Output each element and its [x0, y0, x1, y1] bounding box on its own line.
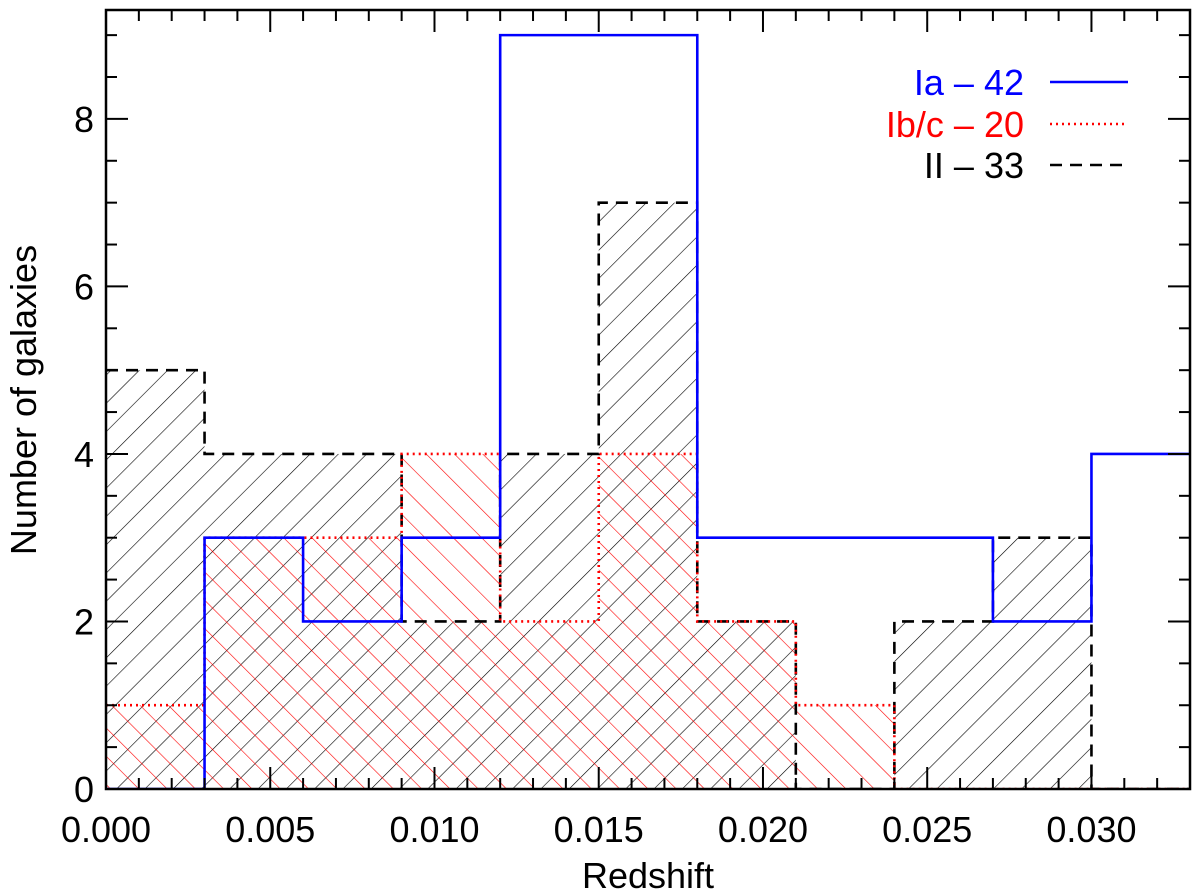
- legend-label-ii-33: II – 33: [924, 145, 1024, 186]
- y-tick-label-1: 2: [74, 601, 94, 642]
- x-tick-label-0: 0.000: [61, 809, 151, 850]
- histogram-steps: [106, 33, 1190, 789]
- hatch-bar-ib-c-20-5: [598, 453, 698, 789]
- hatch-bar-ii-33-8: [894, 621, 993, 789]
- y-tick-label-2: 4: [74, 434, 94, 475]
- x-tick-label-4: 0.020: [718, 809, 808, 850]
- hatch-bar-ib-c-20-4: [500, 621, 599, 789]
- hatch-bar-ib-c-20-0: [106, 705, 205, 789]
- x-axis-label: Redshift: [582, 855, 714, 893]
- tick-labels: 0.000 0.005 0.010 0.015 0.020 0.025 0.030 0 2 4 6 8: [61, 99, 1137, 850]
- x-tick-label-1: 0.005: [225, 809, 315, 850]
- y-tick-label-3: 6: [74, 266, 94, 307]
- hatch-bar-ib-c-20-1: [204, 537, 304, 789]
- legend-label-ia-42: Ia – 42: [914, 62, 1024, 103]
- x-tick-label-6: 0.030: [1046, 809, 1136, 850]
- y-tick-label-4: 8: [74, 99, 94, 140]
- y-axis-label: Number of galaxies: [3, 245, 44, 555]
- series-line-ia-42: [106, 33, 1190, 789]
- hatch-bar-ib-c-20-7: [795, 705, 895, 789]
- x-tick-label-2: 0.010: [389, 809, 479, 850]
- x-tick-label-3: 0.015: [554, 809, 644, 850]
- hatch-fills: [106, 202, 1092, 789]
- hatch-bar-ib-c-20-2: [303, 537, 402, 789]
- y-tick-label-0: 0: [74, 769, 94, 810]
- plot-frame: [104, 8, 1192, 791]
- hatch-bar-ib-c-20-6: [697, 621, 796, 789]
- axes: [104, 8, 1192, 791]
- legend-label-ib-c-20: Ib/c – 20: [886, 104, 1024, 145]
- hatch-bar-ii-33-9: [992, 537, 1092, 789]
- x-tick-label-5: 0.025: [882, 809, 972, 850]
